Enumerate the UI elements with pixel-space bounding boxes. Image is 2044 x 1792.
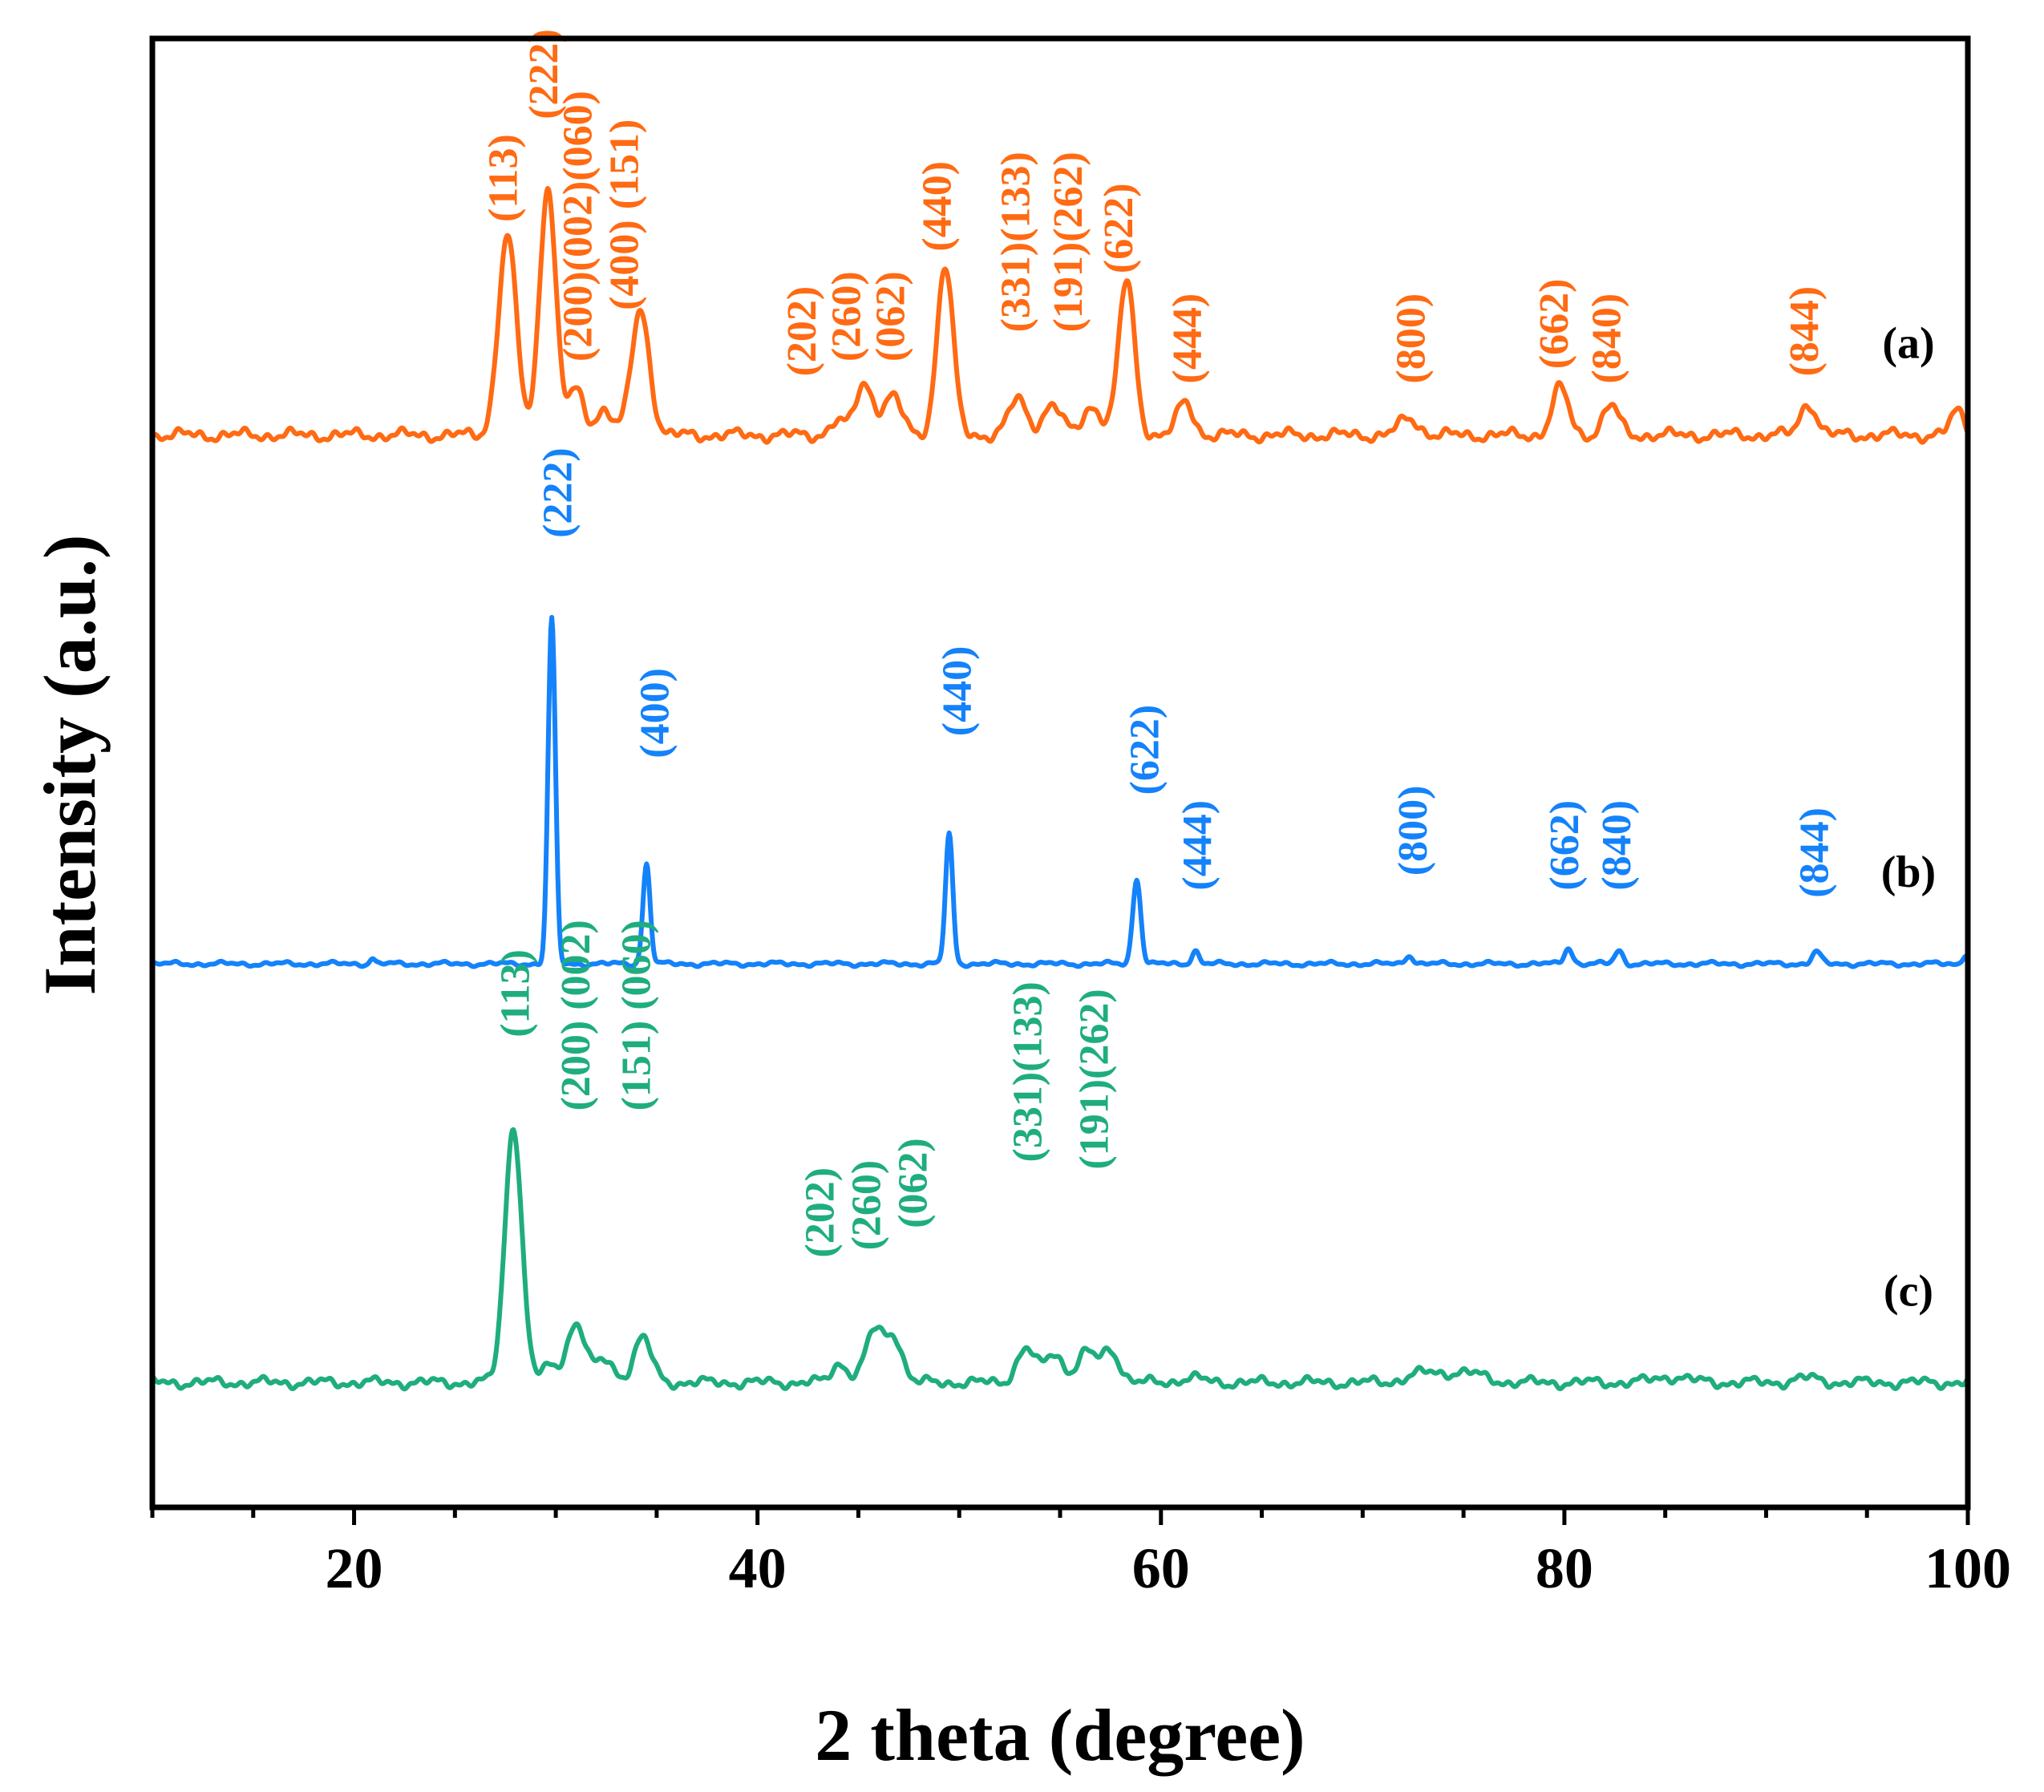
x-tick-label: 60 bbox=[1132, 1536, 1190, 1600]
peak-label: (331)(133) bbox=[994, 152, 1039, 332]
peak-label: (622) bbox=[1096, 183, 1142, 273]
series-label: (b) bbox=[1881, 847, 1936, 897]
peak-label: (622) bbox=[1123, 705, 1168, 795]
peak-label: (200) (002) bbox=[553, 920, 599, 1110]
peak-label: (662) bbox=[1542, 800, 1588, 891]
x-axis-title: 2 theta (degree) bbox=[815, 1694, 1305, 1776]
peak-label: (400) (151) bbox=[602, 119, 648, 310]
series-layer bbox=[150, 186, 1970, 1392]
peak-label: (113) bbox=[481, 134, 527, 222]
peak-label: (202) bbox=[798, 1167, 844, 1258]
series-label-layer: (a) (b) (c) bbox=[1881, 319, 1936, 1317]
peak-label: (260) bbox=[824, 271, 869, 362]
peak-label: (444) bbox=[1164, 293, 1210, 384]
peak-label: (222) bbox=[521, 29, 567, 119]
peak-label: (062) bbox=[868, 271, 914, 362]
x-tick-label: 80 bbox=[1536, 1536, 1593, 1600]
x-tick-label: 40 bbox=[729, 1536, 787, 1600]
peak-label: (191)(262) bbox=[1072, 989, 1118, 1169]
peak-label: (662) bbox=[1532, 279, 1577, 370]
y-axis-title: Intensity (a.u.) bbox=[29, 534, 111, 995]
peak-label: (844) bbox=[1792, 807, 1838, 898]
peak-label: (844) bbox=[1782, 286, 1827, 377]
peak-label: (062) bbox=[890, 1138, 936, 1228]
peak-label: (800) bbox=[1389, 293, 1435, 384]
series-line-b bbox=[150, 615, 1970, 969]
x-axis-ticks: 20 40 60 80 100 bbox=[150, 1507, 2011, 1600]
peak-annotation-layer: (113)(222)(200)(002)(060) (400) (151)(202… bbox=[481, 29, 1838, 1257]
series-label: (a) bbox=[1882, 319, 1934, 369]
peak-label: (113) bbox=[493, 949, 539, 1038]
series-label: (c) bbox=[1884, 1266, 1933, 1316]
peak-label: (222) bbox=[536, 447, 581, 538]
peak-label: (260) bbox=[844, 1160, 889, 1251]
peak-label: (440) bbox=[935, 646, 981, 737]
peak-label: (200)(002)(060) bbox=[556, 91, 601, 362]
x-tick-label: 100 bbox=[1925, 1536, 2011, 1600]
peak-label: (840) bbox=[1594, 800, 1640, 891]
peak-label: (400) bbox=[632, 668, 678, 758]
x-tick-label: 20 bbox=[326, 1536, 383, 1600]
peak-label: (840) bbox=[1585, 293, 1630, 384]
series-line-a bbox=[150, 186, 1970, 445]
peak-label: (800) bbox=[1390, 786, 1436, 876]
peak-label: (331)(133) bbox=[1006, 981, 1051, 1162]
peak-label: (151) (060) bbox=[614, 920, 660, 1110]
series-line-c bbox=[150, 1127, 1970, 1392]
peak-label: (440) bbox=[915, 161, 961, 252]
peak-label: (191)(262) bbox=[1046, 152, 1091, 332]
peak-label: (202) bbox=[779, 286, 825, 377]
peak-label: (444) bbox=[1175, 800, 1220, 891]
